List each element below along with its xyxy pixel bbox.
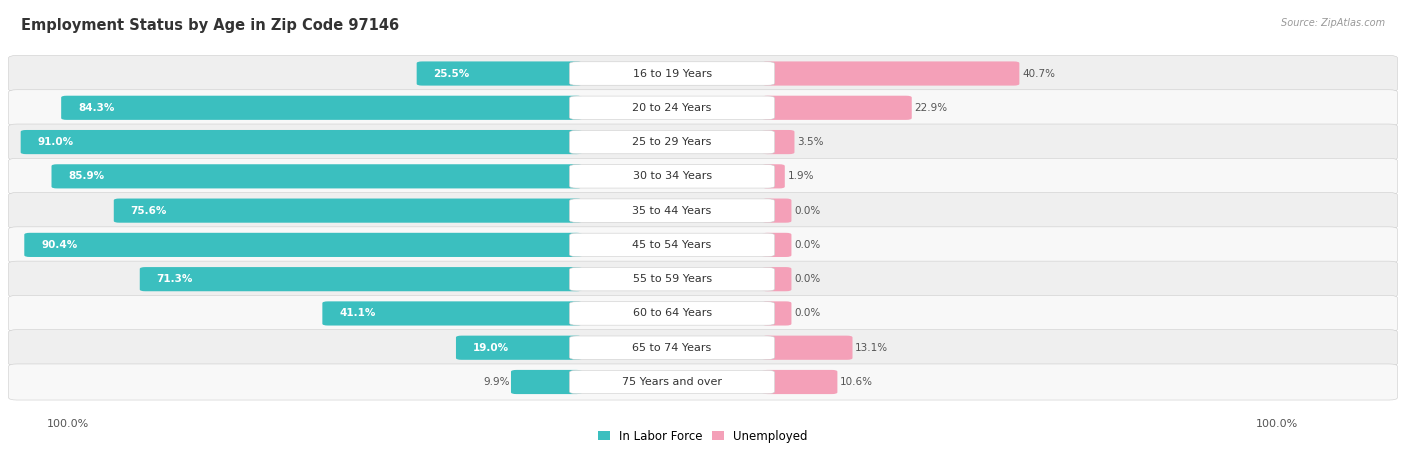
- FancyBboxPatch shape: [8, 158, 1398, 194]
- Text: 90.4%: 90.4%: [41, 240, 77, 250]
- FancyBboxPatch shape: [569, 267, 775, 291]
- Legend: In Labor Force, Unemployed: In Labor Force, Unemployed: [598, 430, 808, 443]
- FancyBboxPatch shape: [8, 227, 1398, 263]
- FancyBboxPatch shape: [139, 267, 582, 291]
- FancyBboxPatch shape: [762, 61, 1019, 86]
- Text: 0.0%: 0.0%: [794, 206, 821, 216]
- Text: 84.3%: 84.3%: [79, 103, 114, 113]
- FancyBboxPatch shape: [8, 55, 1398, 92]
- Text: 13.1%: 13.1%: [855, 343, 889, 353]
- Text: 71.3%: 71.3%: [156, 274, 193, 284]
- Text: 41.1%: 41.1%: [339, 308, 375, 318]
- FancyBboxPatch shape: [569, 302, 775, 325]
- Text: 91.0%: 91.0%: [38, 137, 73, 147]
- FancyBboxPatch shape: [510, 370, 582, 394]
- Text: 16 to 19 Years: 16 to 19 Years: [633, 69, 711, 78]
- Text: 75 Years and over: 75 Years and over: [621, 377, 723, 387]
- FancyBboxPatch shape: [762, 130, 794, 154]
- Text: 60 to 64 Years: 60 to 64 Years: [633, 308, 711, 318]
- FancyBboxPatch shape: [762, 198, 792, 223]
- FancyBboxPatch shape: [322, 301, 582, 326]
- Text: 25.5%: 25.5%: [433, 69, 470, 78]
- FancyBboxPatch shape: [569, 62, 775, 85]
- Text: Employment Status by Age in Zip Code 97146: Employment Status by Age in Zip Code 971…: [21, 18, 399, 33]
- Text: 25 to 29 Years: 25 to 29 Years: [633, 137, 711, 147]
- Text: 30 to 34 Years: 30 to 34 Years: [633, 171, 711, 181]
- FancyBboxPatch shape: [52, 164, 582, 189]
- FancyBboxPatch shape: [569, 96, 775, 120]
- FancyBboxPatch shape: [569, 130, 775, 154]
- Text: 22.9%: 22.9%: [914, 103, 948, 113]
- Text: 19.0%: 19.0%: [472, 343, 509, 353]
- Text: 45 to 54 Years: 45 to 54 Years: [633, 240, 711, 250]
- Text: 20 to 24 Years: 20 to 24 Years: [633, 103, 711, 113]
- FancyBboxPatch shape: [62, 96, 582, 120]
- Text: 10.6%: 10.6%: [841, 377, 873, 387]
- FancyBboxPatch shape: [8, 295, 1398, 331]
- Text: 0.0%: 0.0%: [794, 308, 821, 318]
- FancyBboxPatch shape: [569, 199, 775, 222]
- FancyBboxPatch shape: [762, 233, 792, 257]
- Text: 35 to 44 Years: 35 to 44 Years: [633, 206, 711, 216]
- FancyBboxPatch shape: [114, 198, 582, 223]
- Text: 75.6%: 75.6%: [131, 206, 167, 216]
- FancyBboxPatch shape: [416, 61, 582, 86]
- FancyBboxPatch shape: [569, 165, 775, 188]
- Text: 3.5%: 3.5%: [797, 137, 824, 147]
- FancyBboxPatch shape: [8, 261, 1398, 297]
- FancyBboxPatch shape: [762, 370, 838, 394]
- FancyBboxPatch shape: [569, 233, 775, 257]
- Text: 40.7%: 40.7%: [1022, 69, 1054, 78]
- Text: 100.0%: 100.0%: [46, 419, 89, 429]
- FancyBboxPatch shape: [569, 370, 775, 394]
- FancyBboxPatch shape: [24, 233, 582, 257]
- FancyBboxPatch shape: [8, 330, 1398, 366]
- Text: 0.0%: 0.0%: [794, 240, 821, 250]
- Text: 9.9%: 9.9%: [484, 377, 509, 387]
- FancyBboxPatch shape: [8, 90, 1398, 126]
- Text: 1.9%: 1.9%: [787, 171, 814, 181]
- Text: 55 to 59 Years: 55 to 59 Years: [633, 274, 711, 284]
- Text: Source: ZipAtlas.com: Source: ZipAtlas.com: [1281, 18, 1385, 28]
- FancyBboxPatch shape: [762, 336, 852, 360]
- FancyBboxPatch shape: [8, 124, 1398, 160]
- Text: 65 to 74 Years: 65 to 74 Years: [633, 343, 711, 353]
- FancyBboxPatch shape: [762, 164, 785, 189]
- FancyBboxPatch shape: [569, 336, 775, 359]
- FancyBboxPatch shape: [762, 301, 792, 326]
- FancyBboxPatch shape: [762, 267, 792, 291]
- Text: 100.0%: 100.0%: [1256, 419, 1298, 429]
- Text: 0.0%: 0.0%: [794, 274, 821, 284]
- FancyBboxPatch shape: [8, 193, 1398, 229]
- FancyBboxPatch shape: [456, 336, 582, 360]
- FancyBboxPatch shape: [8, 364, 1398, 400]
- FancyBboxPatch shape: [21, 130, 582, 154]
- Text: 85.9%: 85.9%: [69, 171, 104, 181]
- FancyBboxPatch shape: [762, 96, 911, 120]
